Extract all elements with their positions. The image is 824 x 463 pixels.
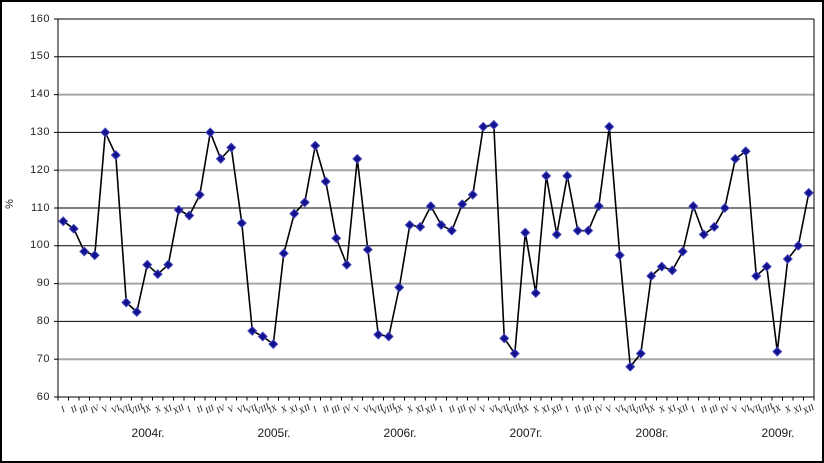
data-point-marker: [110, 150, 121, 161]
year-label: 2005г.: [257, 426, 291, 440]
data-point-marker: [205, 127, 216, 138]
data-point-marker: [457, 199, 468, 210]
data-point-marker: [173, 204, 184, 215]
data-point-marker: [89, 250, 100, 261]
y-tick-label: 130: [30, 125, 50, 138]
data-point-marker: [404, 220, 415, 231]
data-point-marker: [583, 225, 594, 236]
data-point-marker: [730, 153, 741, 164]
data-point-marker: [58, 216, 69, 227]
data-point-marker: [593, 201, 604, 212]
data-point-marker: [499, 333, 510, 344]
year-label: 2009г.: [761, 426, 795, 440]
data-point-marker: [184, 210, 195, 221]
data-point-marker: [362, 244, 373, 255]
data-point-marker: [299, 197, 310, 208]
data-point-marker: [572, 225, 583, 236]
y-tick-label: 140: [30, 88, 50, 101]
data-point-marker: [530, 288, 541, 299]
data-point-marker: [656, 261, 667, 272]
y-tick-label: 150: [30, 50, 50, 63]
year-label: 2007г.: [509, 426, 543, 440]
data-point-marker: [709, 221, 720, 232]
data-point-marker: [446, 225, 457, 236]
data-point-marker: [688, 201, 699, 212]
data-point-marker: [320, 176, 331, 187]
data-point-marker: [562, 170, 573, 181]
data-point-marker: [131, 306, 142, 317]
data-point-marker: [415, 221, 426, 232]
y-tick-label: 120: [30, 163, 50, 176]
y-tick-label: 70: [36, 352, 50, 365]
data-point-marker: [751, 271, 762, 282]
data-point-marker: [625, 361, 636, 372]
data-point-marker: [646, 271, 657, 282]
data-point-marker: [247, 325, 258, 336]
data-point-marker: [79, 246, 90, 257]
data-point-marker: [236, 218, 247, 229]
data-point-marker: [100, 127, 111, 138]
data-point-marker: [604, 121, 615, 132]
y-tick-label: 110: [30, 201, 50, 214]
data-point-marker: [520, 227, 531, 238]
y-tick-label: 60: [36, 390, 50, 403]
data-point-marker: [635, 348, 646, 359]
data-point-marker: [394, 282, 405, 293]
data-point-marker: [121, 297, 132, 308]
y-tick-label: 90: [36, 277, 50, 290]
data-point-marker: [740, 146, 751, 157]
data-point-marker: [698, 229, 709, 240]
year-label: 2004г.: [131, 426, 165, 440]
data-point-marker: [719, 202, 730, 214]
data-point-marker: [667, 265, 678, 276]
data-point-marker: [152, 269, 163, 280]
data-point-marker: [352, 153, 363, 164]
year-label: 2006г.: [383, 426, 417, 440]
data-point-marker: [467, 189, 478, 200]
data-point-marker: [373, 329, 384, 340]
data-point-marker: [331, 233, 342, 244]
data-point-marker: [278, 248, 289, 259]
data-point-marker: [310, 140, 321, 151]
data-point-marker: [268, 339, 279, 350]
data-point-marker: [383, 331, 394, 342]
data-point-marker: [425, 201, 436, 212]
y-tick-label: 160: [30, 12, 50, 25]
data-point-marker: [488, 119, 499, 130]
data-point-marker: [142, 259, 153, 270]
data-point-marker: [761, 261, 772, 272]
data-point-marker: [614, 250, 625, 261]
year-label: 2008г.: [635, 426, 669, 440]
data-point-marker: [677, 246, 688, 257]
data-point-marker: [551, 229, 562, 240]
data-point-marker: [478, 121, 489, 132]
data-point-marker: [257, 331, 268, 342]
data-point-marker: [194, 189, 205, 200]
y-tick-label: 100: [30, 239, 50, 252]
data-point-marker: [436, 220, 447, 231]
data-point-marker: [215, 153, 226, 164]
data-point-marker: [782, 254, 793, 265]
data-point-marker: [163, 259, 174, 270]
data-point-marker: [772, 346, 783, 357]
data-point-marker: [803, 187, 814, 198]
data-point-marker: [509, 348, 520, 359]
data-point-marker: [289, 208, 300, 219]
y-tick-label: 80: [36, 314, 50, 327]
data-point-marker: [793, 240, 804, 251]
data-point-marker: [541, 170, 552, 181]
data-point-marker: [341, 259, 352, 270]
data-point-marker: [226, 142, 237, 153]
data-point-marker: [68, 223, 79, 234]
